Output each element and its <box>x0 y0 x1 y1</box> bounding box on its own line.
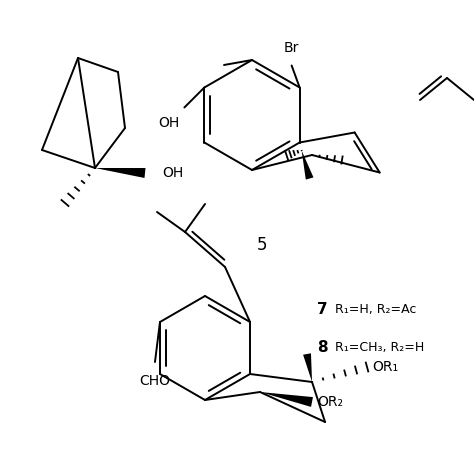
Text: 5: 5 <box>257 236 267 254</box>
Text: OH: OH <box>158 116 179 129</box>
Text: OR₁: OR₁ <box>372 360 398 374</box>
Text: 7: 7 <box>318 302 328 318</box>
Polygon shape <box>95 168 146 178</box>
Text: R₁=H, R₂=Ac: R₁=H, R₂=Ac <box>335 303 416 317</box>
Polygon shape <box>260 392 313 407</box>
Text: Br: Br <box>284 42 299 55</box>
Text: 8: 8 <box>318 340 328 356</box>
Text: OR₂: OR₂ <box>317 395 343 409</box>
Text: OH: OH <box>162 166 183 180</box>
Text: R₁=CH₃, R₂=H: R₁=CH₃, R₂=H <box>335 341 424 355</box>
Polygon shape <box>301 151 313 180</box>
Text: CHO: CHO <box>139 374 171 388</box>
Polygon shape <box>303 353 312 382</box>
